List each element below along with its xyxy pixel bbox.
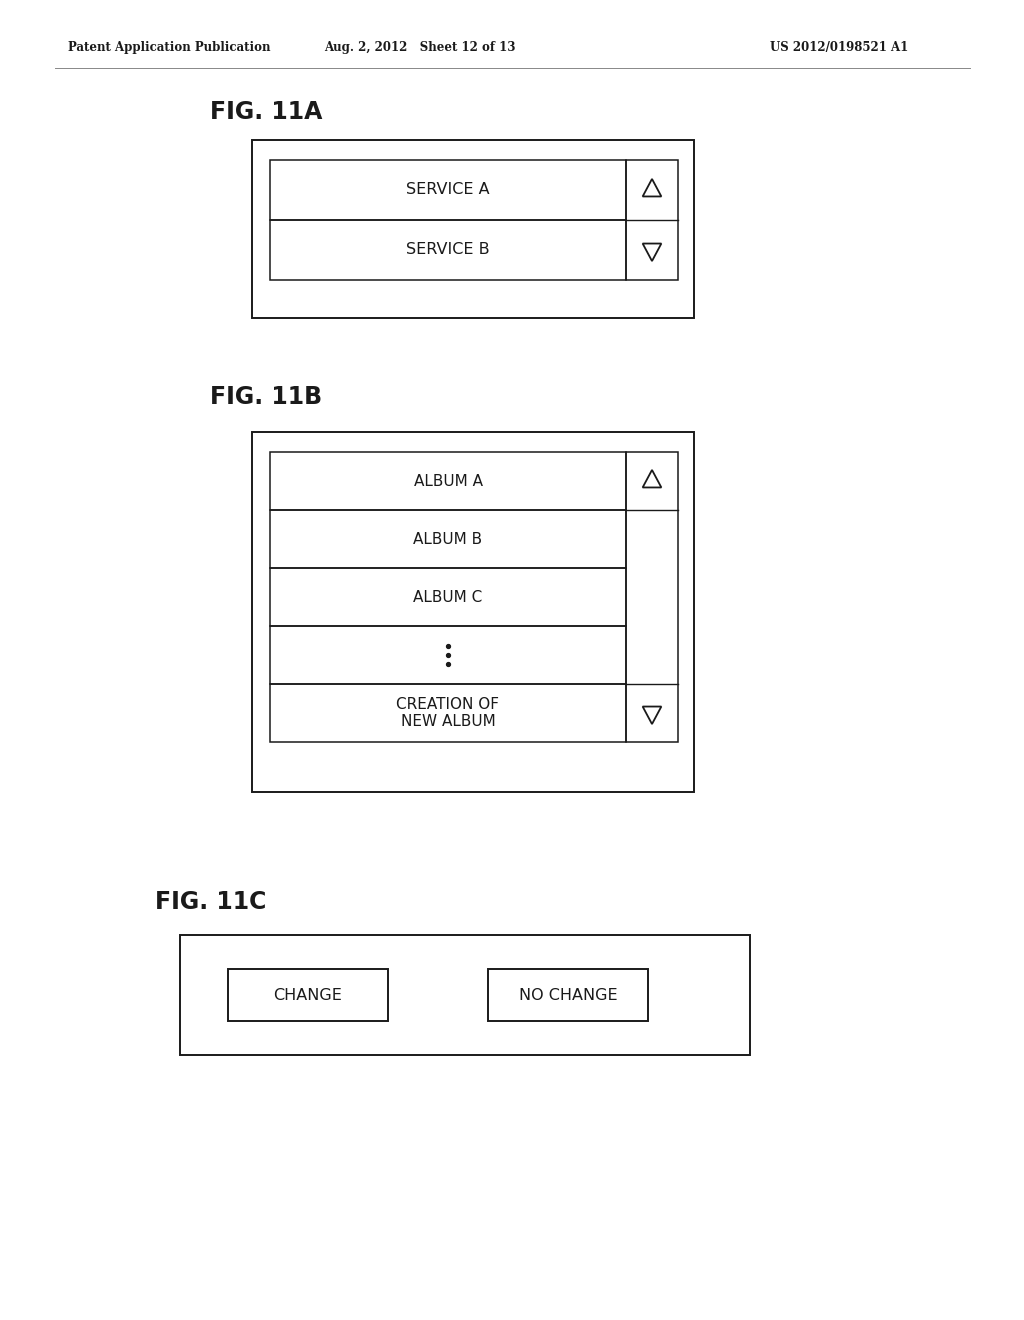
Bar <box>270 220 626 280</box>
Text: Aug. 2, 2012   Sheet 12 of 13: Aug. 2, 2012 Sheet 12 of 13 <box>325 41 516 54</box>
Text: FIG. 11B: FIG. 11B <box>210 385 323 409</box>
Text: SERVICE A: SERVICE A <box>407 182 489 198</box>
Bar <box>180 935 750 1055</box>
Bar <box>626 160 678 280</box>
Bar <box>626 451 678 742</box>
Bar <box>252 140 694 318</box>
Text: NO CHANGE: NO CHANGE <box>519 987 617 1002</box>
Bar <box>270 626 626 684</box>
Bar <box>270 510 626 568</box>
Text: ALBUM A: ALBUM A <box>414 474 482 488</box>
Text: FIG. 11A: FIG. 11A <box>210 100 323 124</box>
Text: ALBUM C: ALBUM C <box>414 590 482 605</box>
Text: CREATION OF
NEW ALBUM: CREATION OF NEW ALBUM <box>396 697 500 729</box>
Text: Patent Application Publication: Patent Application Publication <box>68 41 270 54</box>
Bar <box>228 969 388 1020</box>
Text: CHANGE: CHANGE <box>273 987 342 1002</box>
Bar <box>270 684 626 742</box>
Text: ALBUM B: ALBUM B <box>414 532 482 546</box>
Text: FIG. 11C: FIG. 11C <box>155 890 266 913</box>
Bar <box>488 969 648 1020</box>
Bar <box>270 160 626 220</box>
Bar <box>270 451 626 510</box>
Bar <box>252 432 694 792</box>
Text: US 2012/0198521 A1: US 2012/0198521 A1 <box>770 41 908 54</box>
Bar <box>270 568 626 626</box>
Text: SERVICE B: SERVICE B <box>407 243 489 257</box>
